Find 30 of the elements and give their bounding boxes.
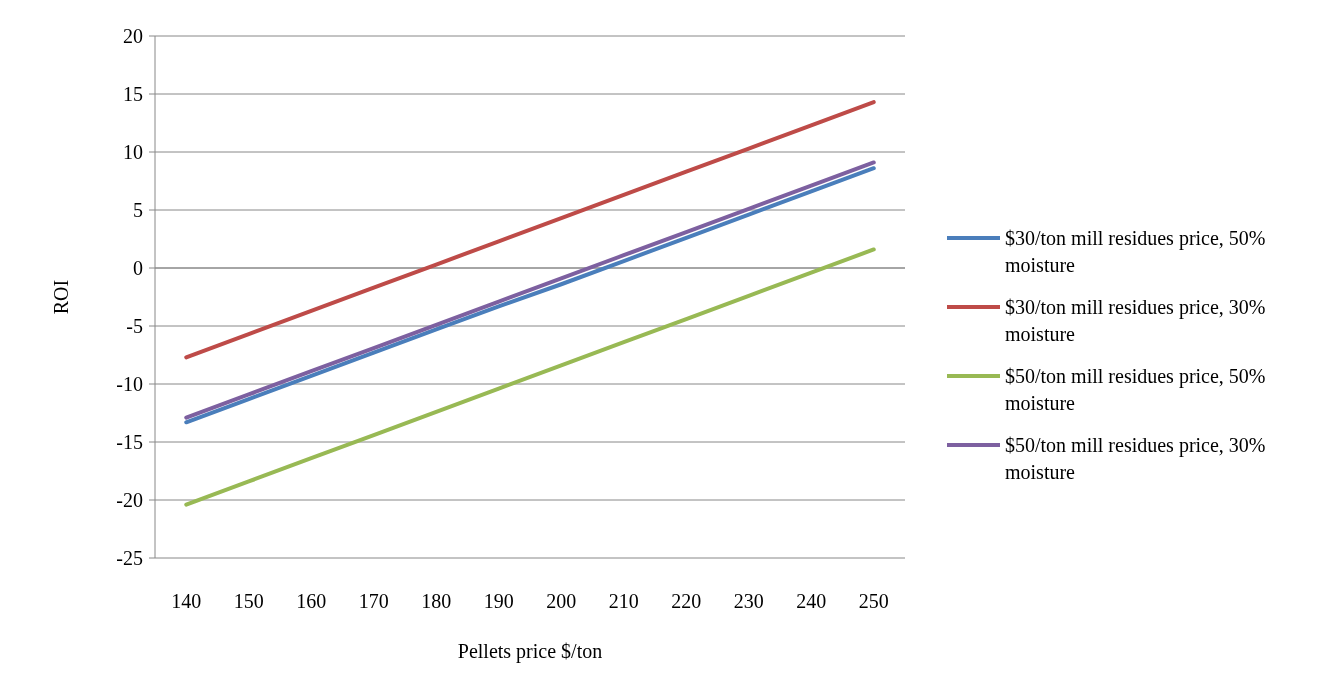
x-tick-label: 140 bbox=[171, 590, 202, 612]
y-tick-label: 20 bbox=[123, 25, 143, 47]
y-tick-label: -25 bbox=[116, 547, 143, 569]
line-series bbox=[184, 247, 876, 507]
line-series bbox=[184, 100, 876, 360]
legend-label: $50/ton mill residues price, 50% moisture bbox=[1005, 365, 1266, 414]
y-axis-title: ROI bbox=[50, 279, 72, 315]
x-tick-label: 210 bbox=[608, 590, 639, 612]
legend-label: $30/ton mill residues price, 50% moisture bbox=[1005, 227, 1266, 276]
y-tick-label: 0 bbox=[133, 257, 143, 279]
y-tick-label: 5 bbox=[133, 199, 143, 221]
x-tick-label: 190 bbox=[483, 590, 514, 612]
y-tick-label: -20 bbox=[116, 489, 143, 511]
y-tick-label: -15 bbox=[116, 431, 143, 453]
legend-label: $30/ton mill residues price, 30% moisture bbox=[1005, 296, 1266, 345]
y-tick-label: -5 bbox=[126, 315, 143, 337]
y-tick-label: 15 bbox=[123, 83, 143, 105]
x-tick-label: 180 bbox=[421, 590, 452, 612]
x-tick-label: 200 bbox=[546, 590, 577, 612]
x-tick-label: 240 bbox=[796, 590, 827, 612]
y-tick-label: -10 bbox=[116, 373, 143, 395]
x-tick-label: 250 bbox=[858, 590, 889, 612]
x-tick-label: 220 bbox=[671, 590, 702, 612]
y-tick-label: 10 bbox=[123, 141, 143, 163]
x-tick-label: 230 bbox=[733, 590, 764, 612]
x-axis-title: Pellets price $/ton bbox=[457, 640, 603, 663]
legend-label: $50/ton mill residues price, 30% moisture bbox=[1005, 434, 1266, 483]
x-tick-label: 160 bbox=[296, 590, 327, 612]
x-tick-label: 170 bbox=[358, 590, 389, 612]
x-tick-label: 150 bbox=[233, 590, 264, 612]
